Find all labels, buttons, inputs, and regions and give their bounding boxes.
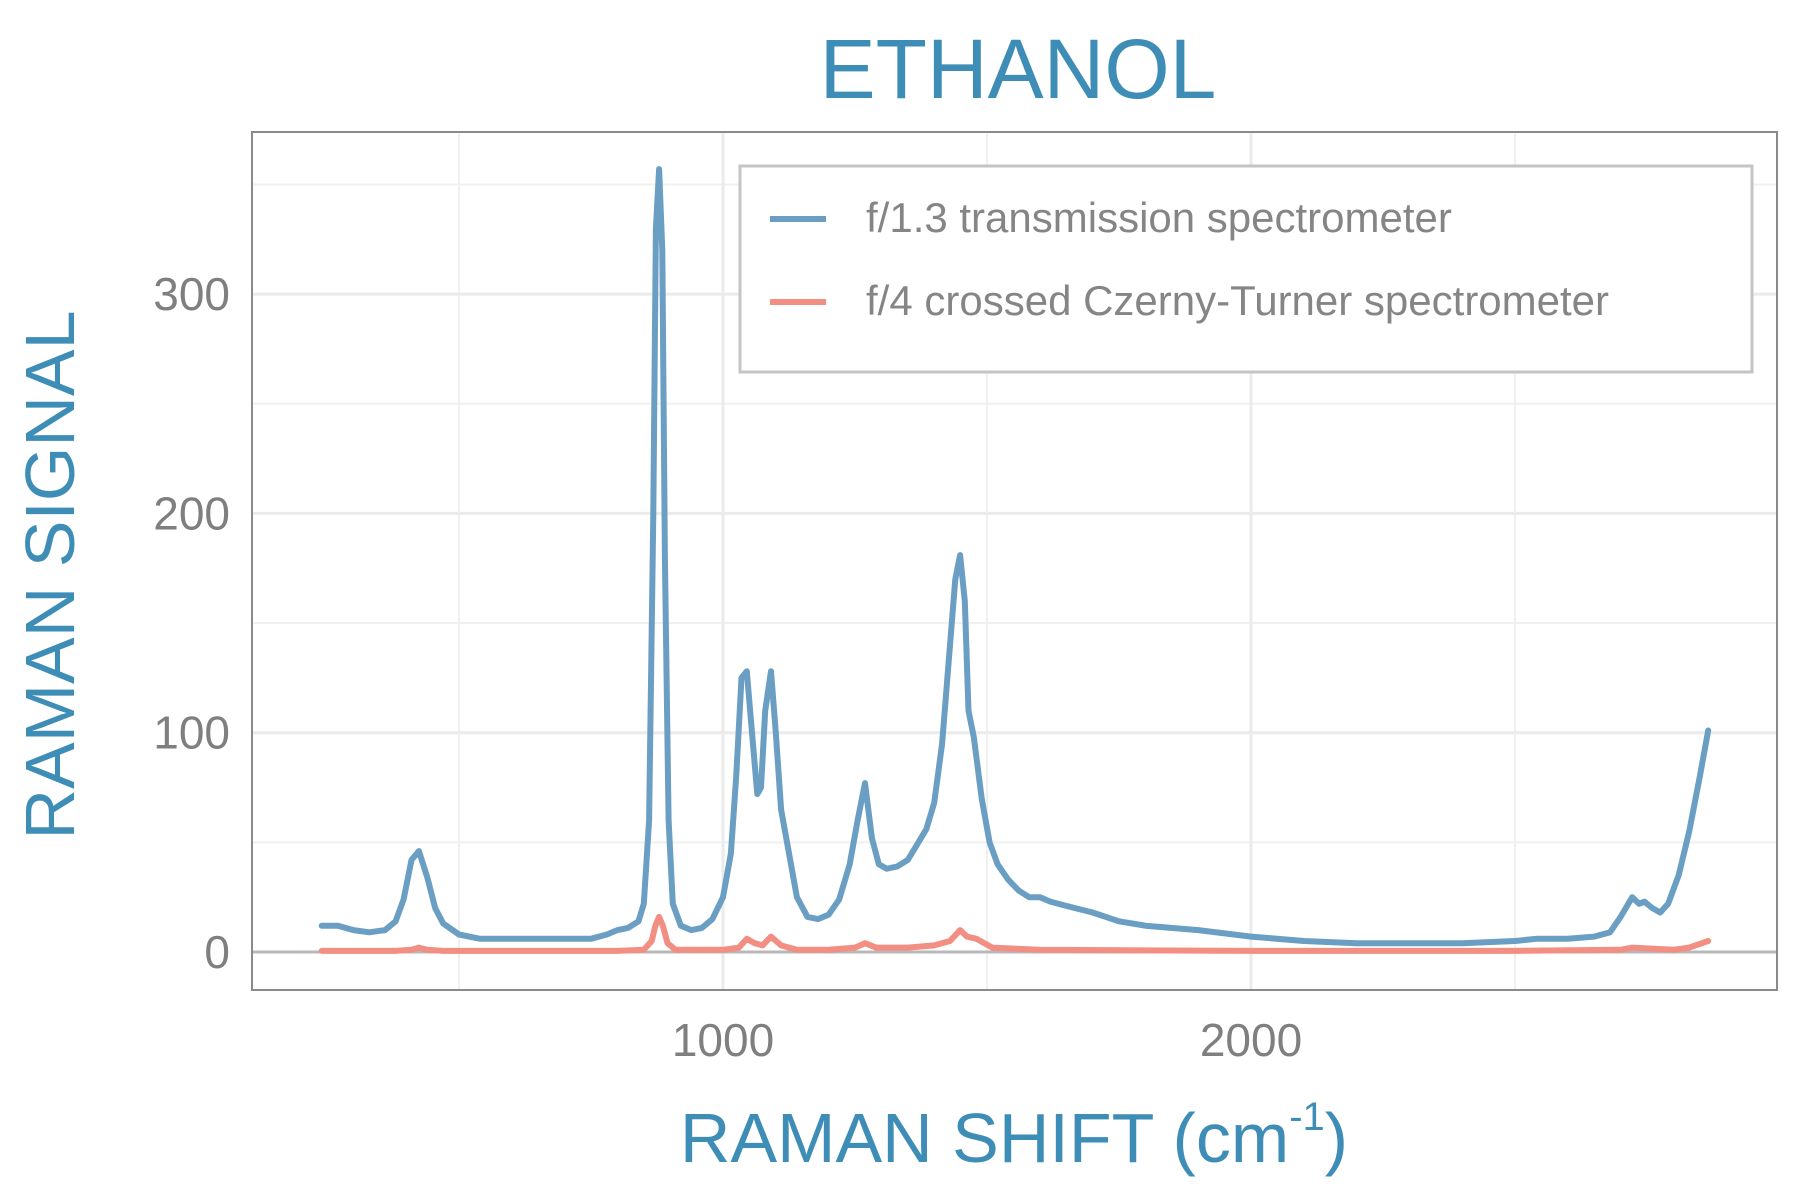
x-axis-ticks: 1000 2000 [672,1014,1302,1066]
panel-border [251,131,1778,991]
legend-label-transmission: f/1.3 transmission spectrometer [866,194,1452,241]
y-tick-label: 300 [153,268,230,320]
x-axis-title-superscript: -1 [1289,1095,1325,1139]
y-tick-label: 200 [153,487,230,539]
legend-item-transmission[interactable]: f/1.3 transmission spectrometer [770,194,1452,241]
y-axis-title: RAMAN SIGNAL [11,311,89,840]
series-line-0 [318,166,1712,947]
x-axis-title-close: ) [1325,1099,1348,1177]
x-axis-title-main: RAMAN SHIFT (cm [680,1099,1289,1177]
y-tick-label: 0 [204,926,230,978]
legend-box [738,164,1754,374]
legend-item-czerny-turner[interactable]: f/4 crossed Czerny-Turner spectrometer [770,277,1609,324]
series-line-1 [318,913,1712,954]
x-tick-label: 1000 [672,1014,774,1066]
y-tick-label: 100 [153,707,230,759]
chart-title: ETHANOL [820,22,1217,116]
legend: f/1.3 transmission spectrometer f/4 cros… [738,164,1754,374]
x-axis-title: RAMAN SHIFT (cm-1) [680,1095,1348,1177]
legend-label-czerny-turner: f/4 crossed Czerny-Turner spectrometer [866,277,1609,324]
y-axis-ticks: 0 100 200 300 [153,268,230,978]
series-layer [318,166,1712,954]
x-tick-label: 2000 [1200,1014,1302,1066]
